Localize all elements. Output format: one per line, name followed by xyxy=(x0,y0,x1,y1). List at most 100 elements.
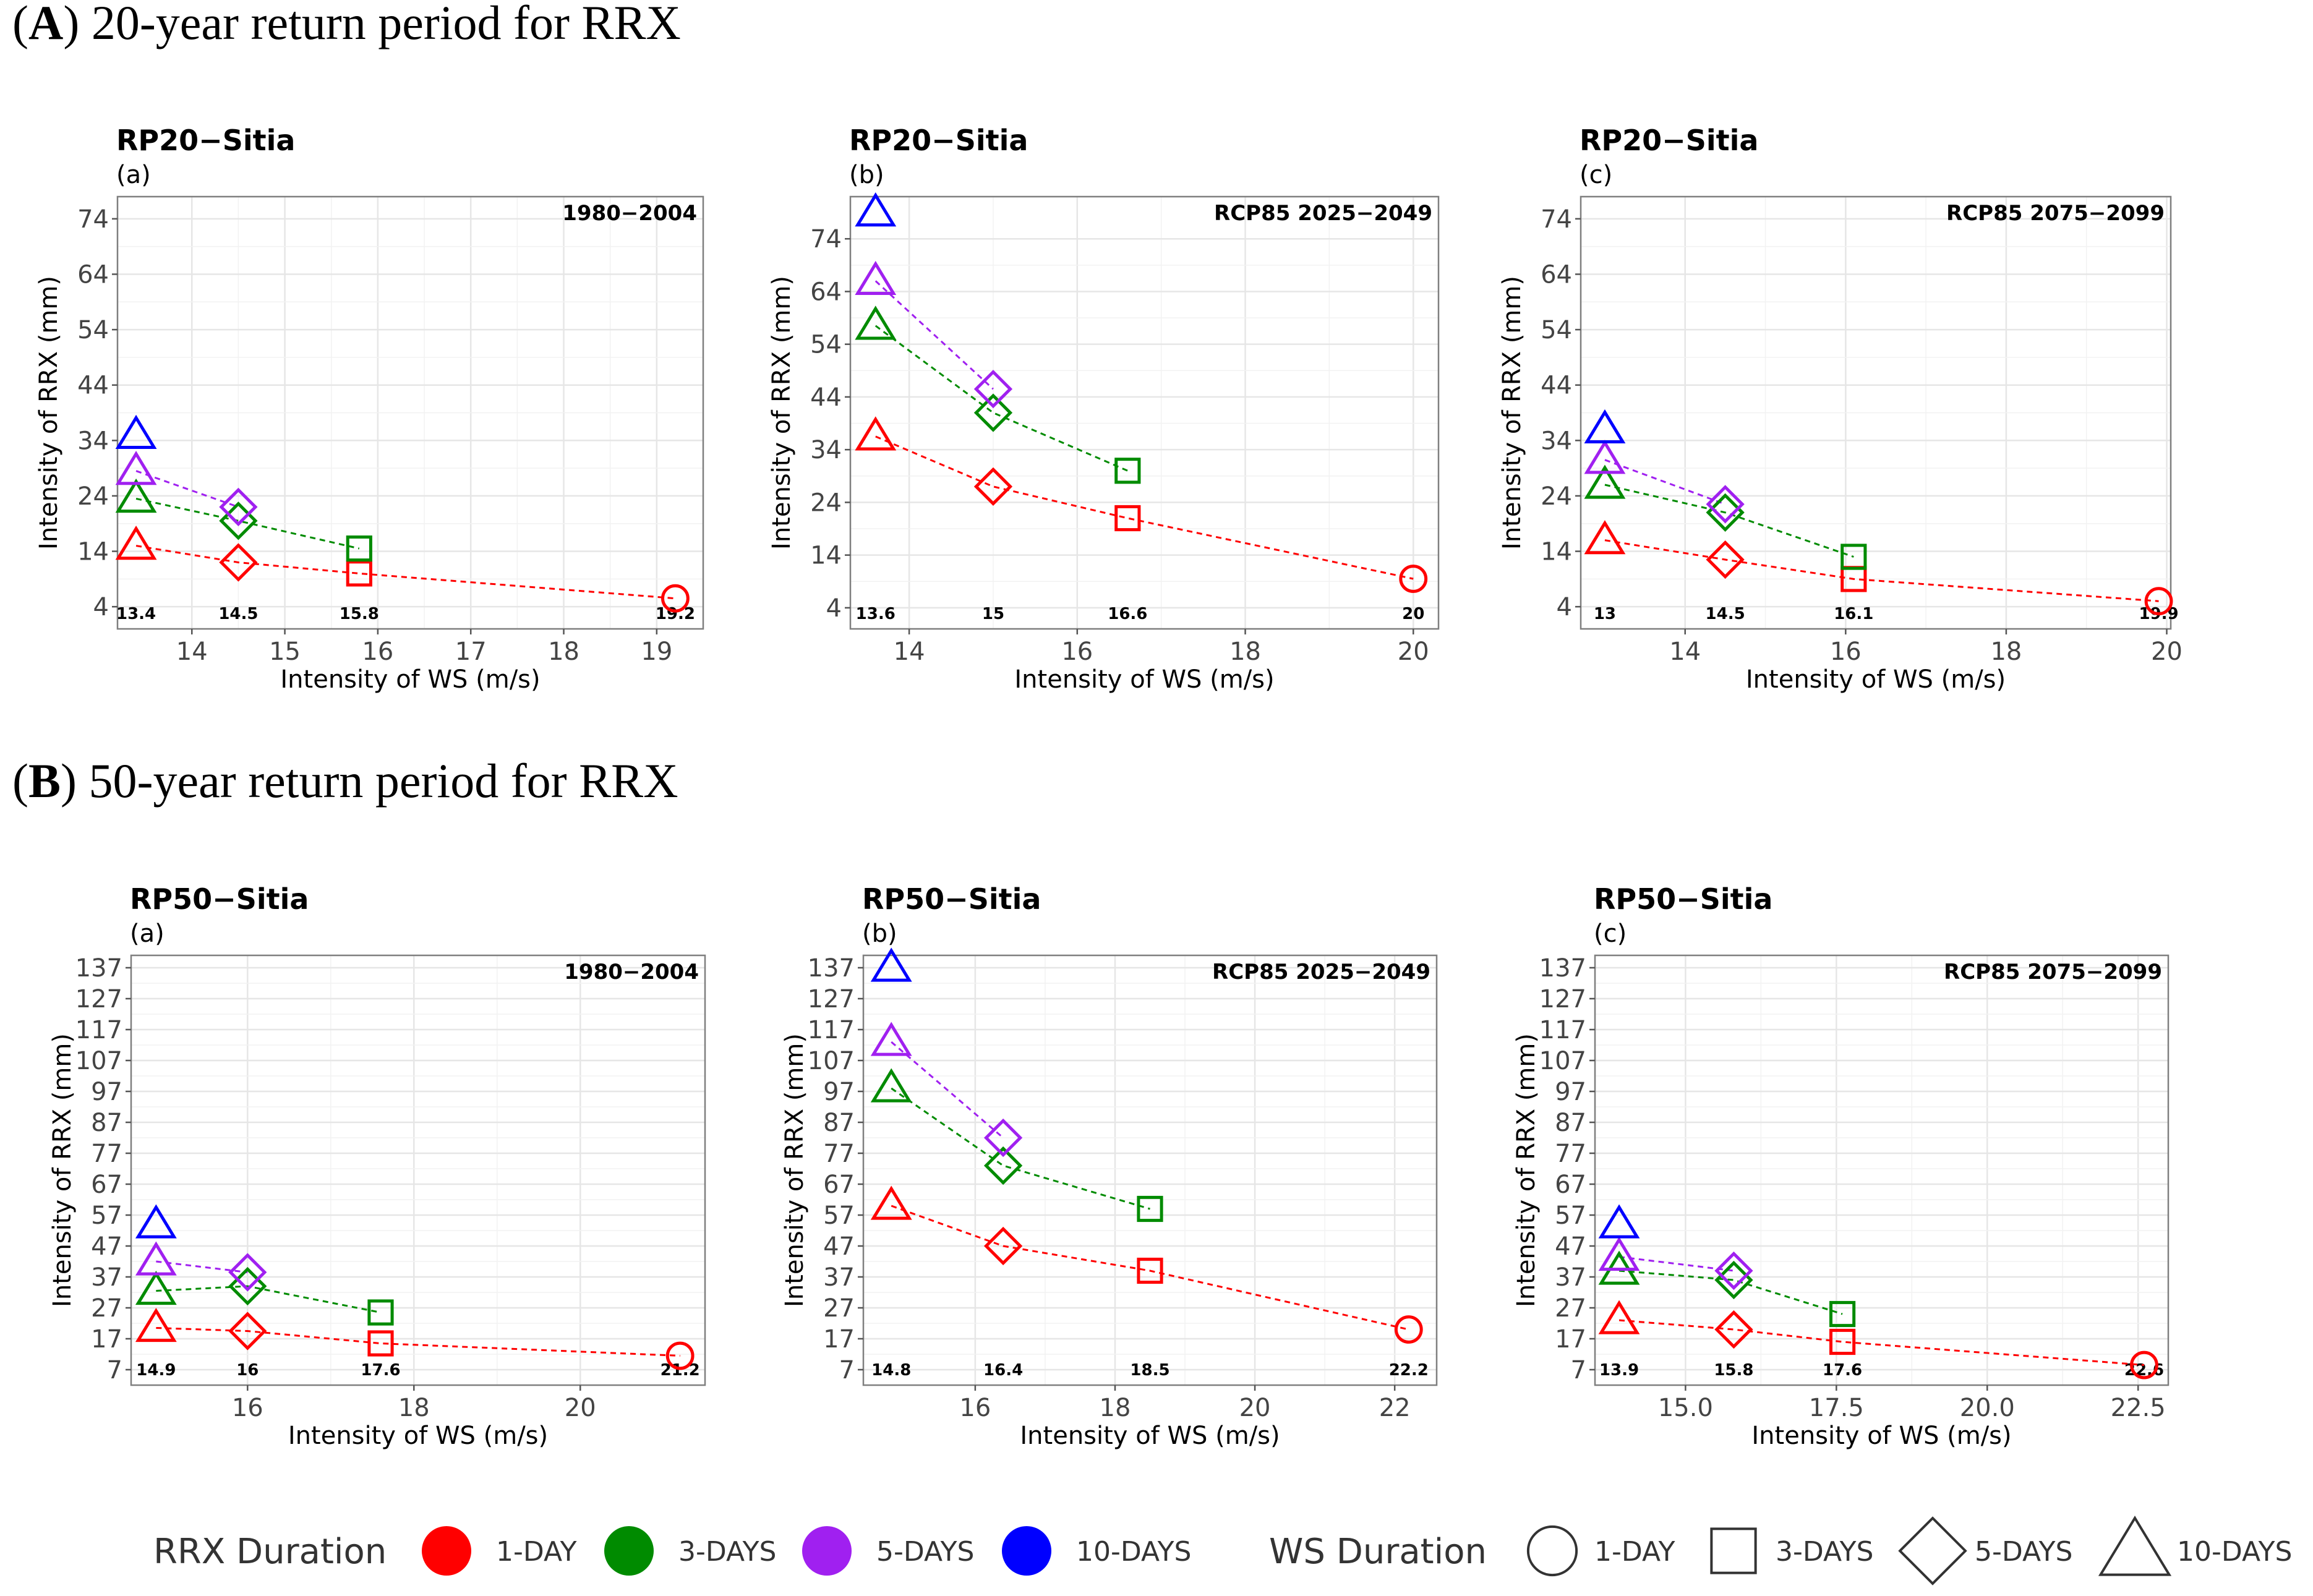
period-label: RCP85 2075−2099 xyxy=(1946,201,2165,226)
series-line xyxy=(156,1260,248,1273)
legend: RRX Duration 1-DAY 3-DAYS 5-DAYS 10-DAYS WS D… xyxy=(153,1516,2292,1585)
y-axis-label: Intensity of RRX (mm) xyxy=(1512,1033,1541,1307)
data-point xyxy=(115,526,157,560)
series-line xyxy=(875,435,1414,580)
y-tick-label: 24 xyxy=(810,489,842,517)
legend-rrx-swatch xyxy=(422,1526,471,1576)
x-tick-label: 14 xyxy=(1669,638,1701,666)
ws-value-label: 15.8 xyxy=(340,605,379,623)
series-line xyxy=(891,1087,1150,1210)
data-point xyxy=(1841,544,1867,570)
y-tick-label: 77 xyxy=(91,1140,122,1168)
data-point xyxy=(115,451,157,485)
series-line xyxy=(1604,539,2159,602)
y-tick-label: 137 xyxy=(1539,954,1586,983)
data-point xyxy=(1829,1300,1856,1328)
series-line xyxy=(891,1205,1409,1331)
panel-title: RP50−Sitia xyxy=(130,882,309,916)
ws-value-label: 13.6 xyxy=(856,605,896,623)
y-tick-label: 137 xyxy=(808,954,855,983)
legend-ws-shape xyxy=(1526,1525,1578,1577)
x-tick-label: 16 xyxy=(959,1394,991,1422)
ws-value-label: 14.5 xyxy=(1706,605,1745,623)
x-axis-label: Intensity of WS (m/s) xyxy=(1020,1422,1280,1450)
panel-subtitle: (c) xyxy=(1580,161,1612,189)
ws-value-label: 17.6 xyxy=(1823,1361,1862,1380)
data-point xyxy=(367,1330,394,1357)
data-point xyxy=(855,305,897,340)
x-tick-label: 22.5 xyxy=(2111,1394,2166,1422)
legend-ws-label: 3-DAYS xyxy=(1776,1536,1873,1568)
data-point xyxy=(973,393,1013,432)
data-point xyxy=(367,1299,394,1326)
legend-rrx-label: 3-DAYS xyxy=(678,1536,776,1568)
y-tick-label: 4 xyxy=(1557,593,1572,621)
y-tick-label: 67 xyxy=(1555,1171,1586,1199)
x-tick-label: 20 xyxy=(2151,638,2183,666)
data-point xyxy=(346,535,372,562)
data-point xyxy=(983,1146,1023,1185)
x-tick-label: 17 xyxy=(455,638,487,666)
y-tick-label: 117 xyxy=(1539,1016,1586,1044)
series-line xyxy=(156,1327,680,1357)
plot-area xyxy=(850,197,1439,629)
y-tick-label: 64 xyxy=(1541,260,1572,289)
x-tick-label: 16 xyxy=(1830,638,1862,666)
series-line xyxy=(1618,1319,2145,1366)
ws-value-label: 15.8 xyxy=(1714,1361,1753,1380)
data-point xyxy=(135,1241,177,1276)
data-point xyxy=(219,543,258,582)
y-tick-label: 44 xyxy=(810,383,842,412)
data-point xyxy=(661,584,690,613)
ws-value-label: 17.6 xyxy=(361,1361,400,1380)
ws-value-label: 15 xyxy=(982,605,1004,623)
data-point xyxy=(1137,1257,1163,1284)
series-line xyxy=(156,1285,381,1313)
ws-value-label: 14.5 xyxy=(218,605,258,623)
y-tick-label: 67 xyxy=(91,1171,122,1199)
data-point xyxy=(665,1341,695,1370)
panel-subtitle: (b) xyxy=(862,920,897,948)
x-tick-label: 20 xyxy=(1239,1394,1271,1422)
series-line xyxy=(1604,484,1854,558)
chart-panel: 14 15 16 17 18 19 4 14 24 34 44 54 64 74 Intensity of … xyxy=(35,124,704,694)
ws-value-label: 13 xyxy=(1594,605,1616,623)
data-point xyxy=(1714,1251,1753,1291)
x-tick-label: 16 xyxy=(232,1394,263,1422)
ws-value-label: 18.5 xyxy=(1130,1361,1169,1380)
panel-title: RP20−Sitia xyxy=(849,124,1028,157)
panel-title: RP50−Sitia xyxy=(862,882,1041,916)
data-point xyxy=(1706,485,1745,524)
data-point xyxy=(855,260,897,296)
y-tick-label: 34 xyxy=(77,427,109,455)
data-point xyxy=(228,1312,267,1351)
x-tick-label: 14 xyxy=(176,638,208,666)
y-tick-label: 54 xyxy=(1541,316,1572,344)
legend-ws-shape xyxy=(1898,1516,1967,1585)
series-line xyxy=(1618,1270,1843,1315)
legend-ws-shape xyxy=(1710,1527,1757,1574)
panel-subtitle: (c) xyxy=(1594,920,1627,948)
y-tick-label: 47 xyxy=(91,1232,122,1261)
y-tick-label: 24 xyxy=(1541,482,1572,511)
plot-border xyxy=(849,195,1440,630)
y-tick-label: 57 xyxy=(91,1201,122,1230)
chart-panel: 14 16 18 20 4 14 24 34 44 54 64 74 Intensity of WS (… xyxy=(1498,124,2183,694)
period-label: RCP85 2025−2049 xyxy=(1214,201,1432,226)
y-axis-label: Intensity of RRX (mm) xyxy=(48,1033,77,1307)
x-tick-label: 18 xyxy=(548,638,579,666)
legend-rrx-label: 10-DAYS xyxy=(1076,1536,1191,1568)
data-point xyxy=(973,467,1013,506)
y-tick-label: 27 xyxy=(1555,1294,1586,1323)
data-point xyxy=(983,1226,1023,1266)
x-tick-label: 18 xyxy=(1990,638,2022,666)
legend-rrx-swatch xyxy=(604,1526,654,1576)
y-tick-label: 37 xyxy=(1555,1263,1586,1292)
y-tick-label: 44 xyxy=(1541,372,1572,400)
y-tick-label: 44 xyxy=(77,372,109,400)
ws-value-label: 13.4 xyxy=(116,605,156,623)
y-tick-label: 37 xyxy=(823,1263,855,1292)
data-point xyxy=(855,416,897,451)
ws-value-label: 14.9 xyxy=(136,1361,176,1380)
